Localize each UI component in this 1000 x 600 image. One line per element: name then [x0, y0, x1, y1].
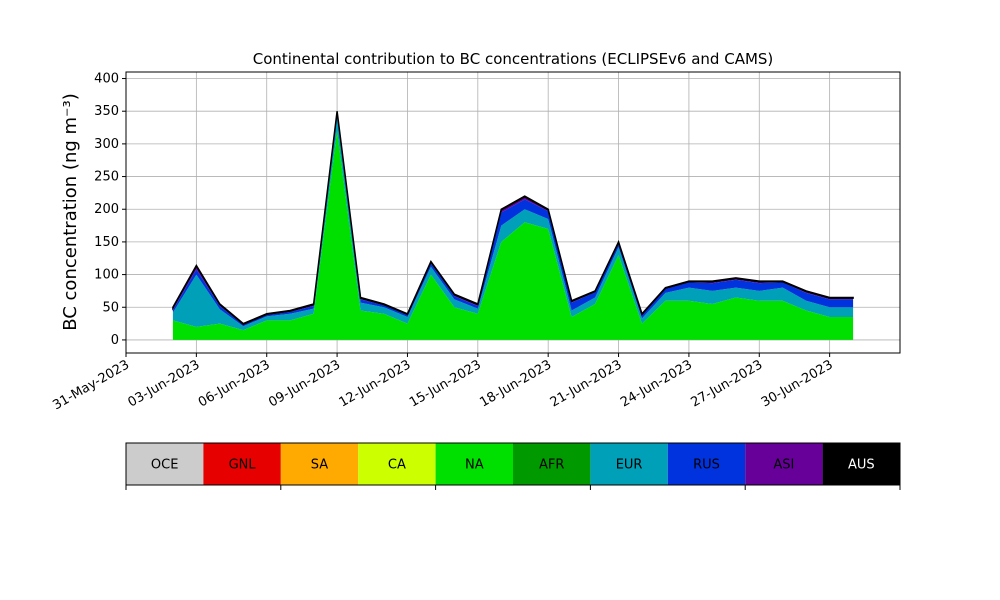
- chart-title: Continental contribution to BC concentra…: [253, 50, 774, 68]
- x-tick-label: 31-May-2023: [50, 357, 132, 413]
- legend-label: AFR: [539, 458, 564, 473]
- area: [172, 117, 854, 331]
- legend-label: GNL: [229, 458, 257, 473]
- y-tick-label: 300: [94, 137, 119, 152]
- legend-swatch: [203, 443, 281, 485]
- legend-label: AUS: [848, 458, 875, 473]
- legend-label: OCE: [151, 458, 179, 473]
- legend-label: NA: [465, 458, 484, 473]
- x-tick-label: 15-Jun-2023: [407, 357, 484, 410]
- legend-frame: [125, 442, 901, 486]
- y-tick-label: 350: [94, 104, 119, 119]
- legend-swatch: [435, 443, 513, 485]
- area: [172, 111, 854, 326]
- x-tick-label: 06-Jun-2023: [196, 357, 273, 410]
- y-tick-label: 200: [94, 202, 119, 217]
- x-tick-label: 12-Jun-2023: [337, 357, 414, 410]
- x-tick-label: 30-Jun-2023: [759, 357, 836, 410]
- y-tick-label: 100: [94, 268, 119, 283]
- y-tick-label: 150: [94, 235, 119, 250]
- y-tick-label: 250: [94, 170, 119, 185]
- y-tick-label: 0: [111, 333, 119, 348]
- plot-frame: [125, 71, 901, 354]
- x-tick-label: 18-Jun-2023: [477, 357, 554, 410]
- x-tick-label: 21-Jun-2023: [548, 357, 625, 410]
- legend-swatch: [280, 443, 359, 485]
- y-axis-label: BC concentration (ng m⁻³): [60, 93, 81, 331]
- legend-label: ASI: [773, 458, 794, 473]
- x-tick-label: 09-Jun-2023: [266, 357, 343, 410]
- x-tick-label: 03-Jun-2023: [126, 357, 203, 410]
- legend-label: RUS: [693, 458, 720, 473]
- area: [172, 130, 854, 340]
- y-tick-label: 50: [102, 300, 119, 315]
- legend-swatch: [358, 443, 436, 485]
- legend-label: SA: [311, 458, 328, 473]
- x-tick-label: 27-Jun-2023: [688, 357, 765, 410]
- x-tick-label: 24-Jun-2023: [618, 357, 695, 410]
- legend-swatch: [590, 443, 668, 485]
- legend-label: EUR: [616, 458, 643, 473]
- y-tick-label: 400: [94, 72, 119, 87]
- legend-swatch: [745, 443, 823, 485]
- legend-swatch: [126, 443, 204, 485]
- legend-swatch: [822, 443, 900, 485]
- legend-swatch: [667, 443, 746, 485]
- legend-label: CA: [388, 458, 406, 473]
- legend-swatch: [513, 443, 591, 485]
